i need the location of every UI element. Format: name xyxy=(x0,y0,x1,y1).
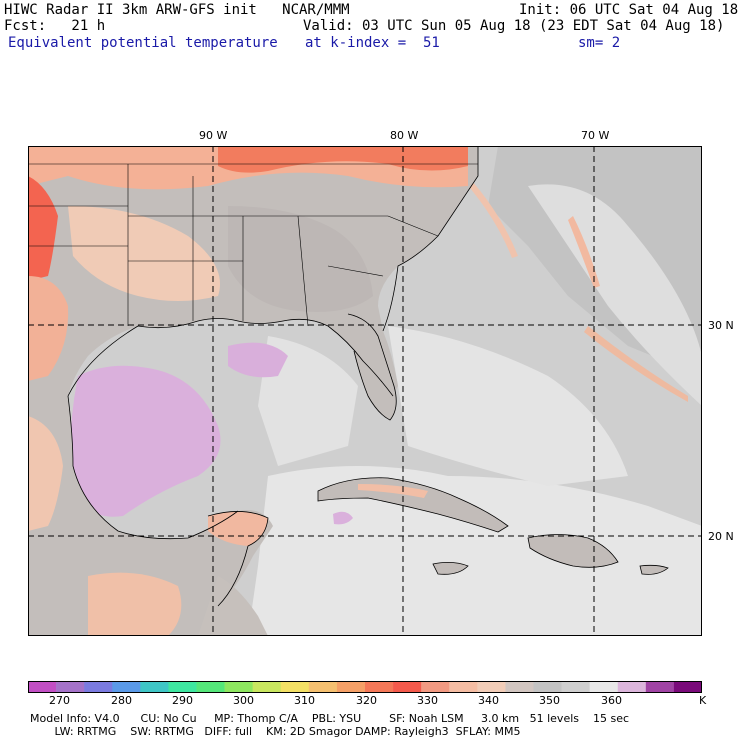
theta-e-map xyxy=(28,146,702,636)
cuba-orange xyxy=(358,484,428,498)
latlon-grid xyxy=(28,146,702,636)
colorbar-tick-290: 290 xyxy=(172,694,193,707)
colorbar-swatch xyxy=(168,681,197,693)
coastlines xyxy=(67,146,669,607)
colorbar-tick-330: 330 xyxy=(417,694,438,707)
colorbar-swatch xyxy=(673,681,702,693)
colorbar-swatch xyxy=(308,681,338,693)
us-west-orange xyxy=(28,276,69,381)
atlantic-orange-streak-3 xyxy=(584,326,688,402)
colorbar-swatch xyxy=(196,681,225,693)
caribbean-light-zone xyxy=(248,466,702,636)
colorbar-swatch xyxy=(280,681,310,693)
colorbar-swatch xyxy=(533,681,562,693)
gulf-purple-region xyxy=(70,365,221,517)
header-valid-time: Valid: 03 UTC Sun 05 Aug 18 (23 EDT Sat … xyxy=(303,18,725,34)
colorbar-units: K xyxy=(699,694,707,707)
colorbar-tick-360: 360 xyxy=(601,694,622,707)
us-interior-tan xyxy=(68,206,220,301)
colorbar-tick-280: 280 xyxy=(111,694,132,707)
level-label: at k-index = 51 xyxy=(305,35,440,51)
model-info-line1: Model Info: V4.0 CU: No Cu MP: Thomp C/A… xyxy=(30,712,630,725)
us-southeast-gray xyxy=(228,206,373,312)
state-borders xyxy=(28,163,478,327)
cuba-land xyxy=(318,477,508,532)
colorbar-swatch xyxy=(561,681,590,693)
colorbar-border xyxy=(28,681,702,693)
colorbar-tick-270: 270 xyxy=(49,694,70,707)
colorbar-tick-340: 340 xyxy=(478,694,499,707)
atlantic-orange-streak-2 xyxy=(454,166,518,258)
central-america-land xyxy=(198,576,268,636)
colorbar xyxy=(28,681,702,693)
colorbar-swatch xyxy=(645,681,675,693)
lat-label-20n: 20 N xyxy=(708,530,734,543)
header-title: HIWC Radar II 3km ARW-GFS init NCAR/MMM xyxy=(4,2,350,18)
header-init-time: Init: 06 UTC Sat 04 Aug 18 xyxy=(519,2,739,18)
colorbar-swatch xyxy=(617,681,647,693)
colorbar-tick-310: 310 xyxy=(294,694,315,707)
atlantic-light-swirl xyxy=(528,184,702,406)
us-north-red-band xyxy=(218,146,468,173)
colorbar-tick-320: 320 xyxy=(356,694,377,707)
colorbar-swatch xyxy=(140,681,169,693)
florida-land xyxy=(348,314,397,420)
colorbar-tick-350: 350 xyxy=(539,694,560,707)
field-name: Equivalent potential temperature xyxy=(8,35,278,51)
puerto-rico-land xyxy=(640,565,668,575)
colorbar-tick-300: 300 xyxy=(233,694,254,707)
atlantic-orange-streak xyxy=(568,216,600,288)
header-forecast-hour: Fcst: 21 h xyxy=(4,18,106,34)
colorbar-swatch xyxy=(505,681,534,693)
lat-label-30n: 30 N xyxy=(708,319,734,332)
colorbar-swatch xyxy=(56,681,85,693)
mexico-south-orange xyxy=(88,572,182,636)
bahamas-light-zone xyxy=(388,326,628,486)
lon-label-90w: 90 W xyxy=(199,129,228,142)
colorbar-swatch xyxy=(393,681,422,693)
yucatan-orange xyxy=(208,511,268,546)
colorbar-swatch xyxy=(477,681,506,693)
colorbar-swatch xyxy=(252,681,282,693)
lon-label-80w: 80 W xyxy=(390,129,419,142)
gulf-purple-region-2 xyxy=(228,342,288,378)
gulf-light-zone xyxy=(258,336,358,466)
caribbean-purple-spot xyxy=(333,511,353,525)
colorbar-swatch xyxy=(224,681,253,693)
mexico-orange-patch xyxy=(28,416,63,531)
colorbar-swatch xyxy=(589,681,619,693)
colorbar-swatch xyxy=(112,681,141,693)
colorbar-swatch xyxy=(365,681,394,693)
colorbar-swatch xyxy=(336,681,366,693)
colorbar-swatch xyxy=(421,681,450,693)
smooth-label: sm= 2 xyxy=(578,35,621,51)
colorbar-swatch xyxy=(449,681,478,693)
us-west-red xyxy=(28,176,58,281)
hispaniola-land xyxy=(528,534,618,568)
colorbar-swatch xyxy=(28,681,57,693)
lon-label-70w: 70 W xyxy=(581,129,610,142)
model-info-line2: LW: RRTMG SW: RRTMG DIFF: full KM: 2D Sm… xyxy=(30,725,521,738)
colorbar-swatch xyxy=(84,681,113,693)
